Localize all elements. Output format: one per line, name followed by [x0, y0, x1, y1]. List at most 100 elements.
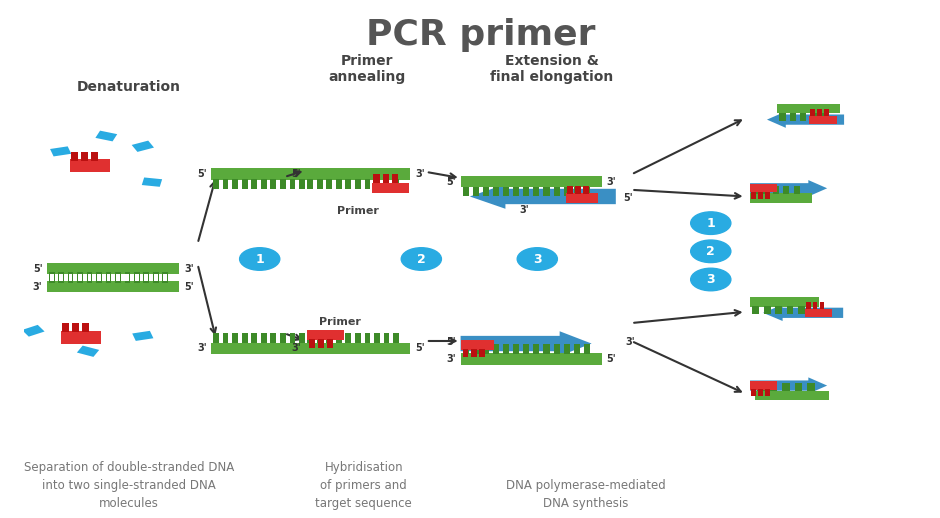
Bar — [365, 334, 370, 343]
FancyArrow shape — [750, 378, 827, 394]
Bar — [763, 306, 771, 314]
Text: Denaturation: Denaturation — [77, 80, 181, 94]
Bar — [96, 272, 102, 282]
Bar — [134, 272, 140, 282]
Bar — [317, 179, 322, 189]
Bar — [96, 274, 102, 283]
Circle shape — [691, 268, 731, 291]
Bar — [806, 302, 810, 309]
Text: Extension &
final elongation: Extension & final elongation — [491, 54, 614, 84]
Bar — [70, 159, 110, 172]
Bar — [327, 339, 333, 348]
Bar — [575, 186, 581, 194]
Bar — [383, 175, 389, 183]
Bar — [154, 275, 158, 281]
Bar — [807, 383, 814, 391]
Bar — [105, 272, 111, 282]
Bar — [817, 109, 822, 116]
Bar — [163, 274, 168, 283]
Bar — [384, 334, 389, 343]
Bar — [384, 179, 389, 189]
Bar — [765, 192, 770, 199]
Text: 5': 5' — [291, 169, 301, 179]
Bar — [77, 272, 83, 282]
Bar — [513, 344, 519, 354]
Bar — [758, 192, 762, 199]
Text: 3': 3' — [321, 169, 331, 179]
Bar — [374, 179, 380, 189]
Bar — [134, 274, 140, 283]
Bar — [758, 389, 762, 396]
Text: 5': 5' — [446, 337, 456, 347]
Polygon shape — [50, 147, 71, 156]
Bar — [809, 116, 837, 124]
Text: 5': 5' — [33, 264, 42, 274]
Text: PCR primer: PCR primer — [366, 18, 595, 52]
Bar — [135, 275, 139, 281]
Bar — [750, 297, 819, 307]
Bar — [564, 187, 570, 196]
Bar — [144, 272, 149, 282]
Circle shape — [691, 212, 731, 235]
Bar — [164, 275, 167, 281]
Bar — [72, 323, 79, 332]
Text: 5': 5' — [415, 343, 425, 353]
Bar — [573, 344, 580, 354]
Text: Primer: Primer — [337, 206, 379, 216]
Bar — [462, 340, 494, 350]
Bar — [524, 187, 529, 196]
Bar — [91, 152, 99, 161]
Bar — [280, 179, 286, 189]
Bar — [299, 179, 305, 189]
Bar — [355, 179, 361, 189]
FancyArrow shape — [763, 305, 843, 321]
Bar — [47, 281, 180, 292]
Bar — [318, 339, 324, 348]
Bar — [116, 275, 119, 281]
Bar — [290, 179, 295, 189]
Text: 3: 3 — [707, 273, 715, 286]
Text: 5': 5' — [321, 343, 331, 353]
Bar — [773, 186, 779, 194]
Bar — [790, 113, 796, 121]
Text: 2: 2 — [417, 252, 426, 266]
Bar — [62, 323, 70, 332]
Bar — [47, 263, 180, 275]
Bar — [374, 334, 380, 343]
Bar — [462, 187, 469, 196]
Bar — [820, 302, 824, 309]
Bar — [483, 187, 489, 196]
Text: 3': 3' — [446, 354, 456, 364]
Text: 5': 5' — [623, 193, 633, 203]
Bar — [800, 113, 807, 121]
Bar — [783, 186, 790, 194]
Bar — [307, 330, 344, 340]
Bar — [554, 344, 559, 354]
Text: 3': 3' — [33, 282, 42, 292]
Bar — [752, 306, 760, 314]
Bar — [393, 334, 399, 343]
Bar — [564, 344, 570, 354]
Bar — [326, 179, 332, 189]
Bar — [115, 274, 120, 283]
Bar — [752, 186, 759, 194]
Bar — [805, 309, 832, 317]
Bar — [751, 192, 756, 199]
Bar — [755, 391, 829, 400]
Bar — [261, 334, 267, 343]
Bar — [573, 187, 580, 196]
Bar — [213, 179, 219, 189]
Text: 5': 5' — [446, 177, 456, 186]
Text: 1: 1 — [256, 252, 264, 266]
Bar — [776, 306, 782, 314]
Bar — [462, 349, 468, 357]
Bar — [821, 113, 827, 121]
Text: 3': 3' — [291, 343, 301, 353]
Bar — [223, 334, 228, 343]
Bar — [513, 187, 519, 196]
Bar — [106, 275, 110, 281]
Bar — [824, 109, 829, 116]
Bar — [543, 344, 550, 354]
Bar — [554, 187, 559, 196]
Text: 5': 5' — [197, 169, 207, 179]
